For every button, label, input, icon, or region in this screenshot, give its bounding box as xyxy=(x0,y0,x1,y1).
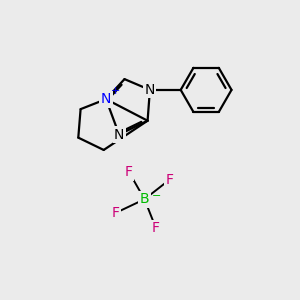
Text: F: F xyxy=(165,173,173,187)
Text: N: N xyxy=(114,128,124,142)
Text: F: F xyxy=(152,221,160,236)
Text: F: F xyxy=(125,165,133,179)
Text: −: − xyxy=(152,191,162,201)
Text: +: + xyxy=(111,86,120,96)
Text: F: F xyxy=(111,206,119,220)
Text: B: B xyxy=(140,192,149,206)
Text: N: N xyxy=(145,83,155,97)
Text: N: N xyxy=(101,92,111,106)
